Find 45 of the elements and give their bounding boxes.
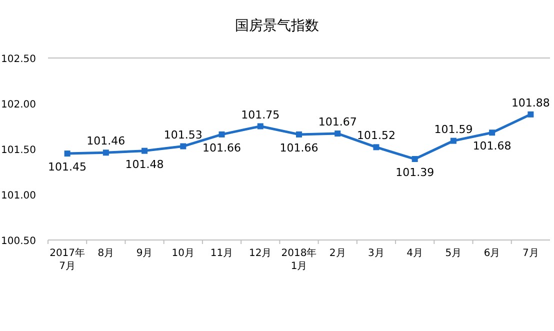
point [218, 131, 225, 138]
point [102, 150, 109, 156]
x-tick-label: 2017年 7月 [50, 247, 86, 272]
data-label: 101.59 [434, 122, 473, 136]
x-tick-label: 2018年 1月 [281, 247, 317, 272]
x-tick-label: 5月 [445, 248, 462, 259]
point [373, 144, 380, 150]
y-tick-label: 102.00 [1, 100, 36, 110]
data-label: 101.53 [164, 128, 202, 142]
data-label: 101.68 [472, 140, 512, 153]
chart-title: 国房景气指数 [235, 18, 319, 34]
point [180, 143, 186, 150]
y-tick-label: 100.50 [1, 236, 36, 247]
x-tick-label: 4月 [406, 248, 424, 259]
point [450, 138, 456, 144]
data-label: 101.45 [48, 160, 87, 174]
x-tick-label: 7月 [522, 248, 539, 259]
point [64, 150, 70, 157]
data-label: 101.66 [280, 141, 318, 154]
x-tick-label: 6月 [484, 248, 500, 259]
x-tick-label: 11月 [210, 248, 234, 259]
point [257, 123, 264, 130]
data-label: 101.52 [356, 129, 396, 142]
point [412, 156, 418, 162]
point [528, 111, 534, 118]
x-tick-label: 3月 [368, 248, 384, 259]
point [489, 130, 496, 136]
data-label: 101.75 [241, 108, 280, 122]
data-label: 101.66 [202, 141, 242, 154]
x-tick-label: 2月 [329, 248, 346, 259]
x-tick-label: 10月 [172, 248, 195, 259]
point [142, 148, 148, 154]
data-label: 101.48 [125, 158, 164, 171]
x-tick-label: 9月 [136, 248, 153, 259]
data-label: 101.39 [396, 166, 434, 180]
data-label: 101.46 [86, 134, 126, 148]
point [296, 131, 302, 138]
y-tick-label: 101.00 [1, 190, 36, 202]
y-tick-label: 102.50 [1, 54, 36, 65]
point [334, 130, 341, 137]
data-label: 101.88 [511, 96, 550, 110]
y-tick-label: 101.50 [1, 145, 36, 156]
data-label: 101.67 [318, 116, 357, 129]
x-tick-label: 12月 [249, 248, 272, 259]
x-tick-label: 8月 [98, 248, 114, 259]
